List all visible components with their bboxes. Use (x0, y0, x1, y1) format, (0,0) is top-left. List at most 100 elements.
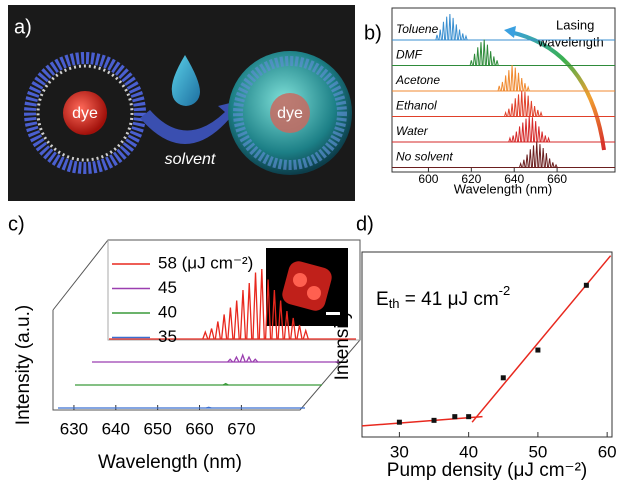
x-tick-label: 60 (598, 442, 617, 461)
series-label: Ethanol (396, 99, 437, 113)
peak (451, 17, 455, 41)
peak (222, 382, 229, 386)
peak (546, 136, 551, 143)
legend-label: 40 (158, 302, 177, 321)
peak (290, 317, 297, 340)
panel-label: b) (364, 22, 382, 44)
peak (488, 51, 493, 66)
peak (503, 75, 508, 92)
legend-label: 45 (158, 278, 177, 297)
annotation-subscript: th (389, 296, 400, 311)
panel-label: a) (14, 16, 32, 38)
inset-blob (282, 261, 332, 311)
peak (507, 70, 511, 92)
x-tick-label: 650 (143, 419, 171, 438)
peak (527, 115, 531, 143)
peak (448, 13, 452, 41)
plot-frame (361, 251, 613, 438)
peak (541, 147, 545, 168)
peak (245, 355, 253, 363)
peak (469, 60, 474, 66)
peak (508, 136, 512, 143)
peak (227, 307, 234, 340)
x-tick-label: 600 (418, 172, 438, 186)
x-tick-label: 30 (390, 442, 409, 461)
peak (464, 34, 468, 41)
point (452, 414, 458, 420)
peak (521, 122, 525, 143)
annotation: Lasing (556, 17, 594, 32)
annotation-superscript: -2 (499, 283, 511, 298)
legend-label: 58 (μJ cm⁻²) (158, 253, 253, 272)
arrow-head (504, 26, 516, 38)
trend-arrow (509, 30, 606, 151)
x-tick-label: 640 (504, 172, 524, 186)
plot-frame (391, 7, 616, 173)
peak (547, 158, 552, 168)
peak (214, 321, 221, 340)
peak (524, 118, 528, 143)
peak (482, 39, 486, 66)
peak (510, 64, 514, 92)
fit-line (361, 415, 483, 427)
box-3d (52, 239, 361, 411)
peak (283, 310, 291, 340)
peak (302, 328, 309, 340)
scale-bar (326, 312, 340, 315)
peak (536, 109, 540, 117)
peak (514, 131, 519, 143)
peak (264, 279, 272, 340)
peak (472, 53, 477, 66)
x-tick-label: 630 (60, 419, 88, 438)
peak (296, 324, 303, 340)
peak (503, 110, 508, 117)
x-axis-label: Wavelength (nm) (98, 452, 242, 473)
point (431, 417, 437, 423)
panel-label: d) (356, 213, 374, 235)
y-axis-label: Intensity (a.u.) (13, 305, 34, 425)
point (396, 419, 402, 425)
x-tick-label: 620 (461, 172, 481, 186)
x-axis-label: Wavelength (nm) (454, 181, 553, 196)
annotation: Eth = 41 μJ cm-2 (376, 283, 510, 311)
point (500, 375, 506, 381)
series-label: Toluene (396, 22, 439, 36)
peak (202, 330, 209, 340)
x-tick-label: 40 (459, 442, 478, 461)
peak (537, 126, 541, 143)
series-label: Acetone (395, 73, 440, 87)
arrow (140, 100, 242, 144)
x-tick-label: 660 (547, 172, 567, 186)
annotation-symbol: E (376, 289, 389, 310)
dye-label: dye (277, 105, 303, 122)
point (583, 282, 589, 288)
peak (441, 21, 446, 41)
peak (246, 282, 253, 340)
peak (457, 29, 462, 41)
x-tick-label: 640 (102, 419, 130, 438)
cage-ring (36, 64, 134, 162)
drop (171, 55, 200, 106)
point (535, 347, 541, 353)
peak (522, 159, 526, 168)
peak (531, 145, 536, 168)
peak (476, 47, 480, 66)
cage-ring (233, 56, 347, 170)
dye-label: dye (72, 105, 98, 122)
annotation-text: = 41 μJ cm (400, 289, 499, 310)
peak (526, 85, 530, 92)
peak (533, 121, 538, 143)
inset-image (266, 248, 348, 326)
peak (532, 106, 537, 117)
peak (206, 406, 212, 409)
cage-ring (24, 52, 146, 174)
peak (500, 81, 505, 92)
peak (492, 56, 496, 66)
legend-label: 35 (158, 327, 177, 346)
peak (520, 90, 524, 117)
peak (528, 149, 533, 168)
inset-spot (293, 273, 307, 287)
peak (239, 353, 246, 363)
x-axis-label: Pump density (μJ cm⁻²) (387, 460, 587, 481)
